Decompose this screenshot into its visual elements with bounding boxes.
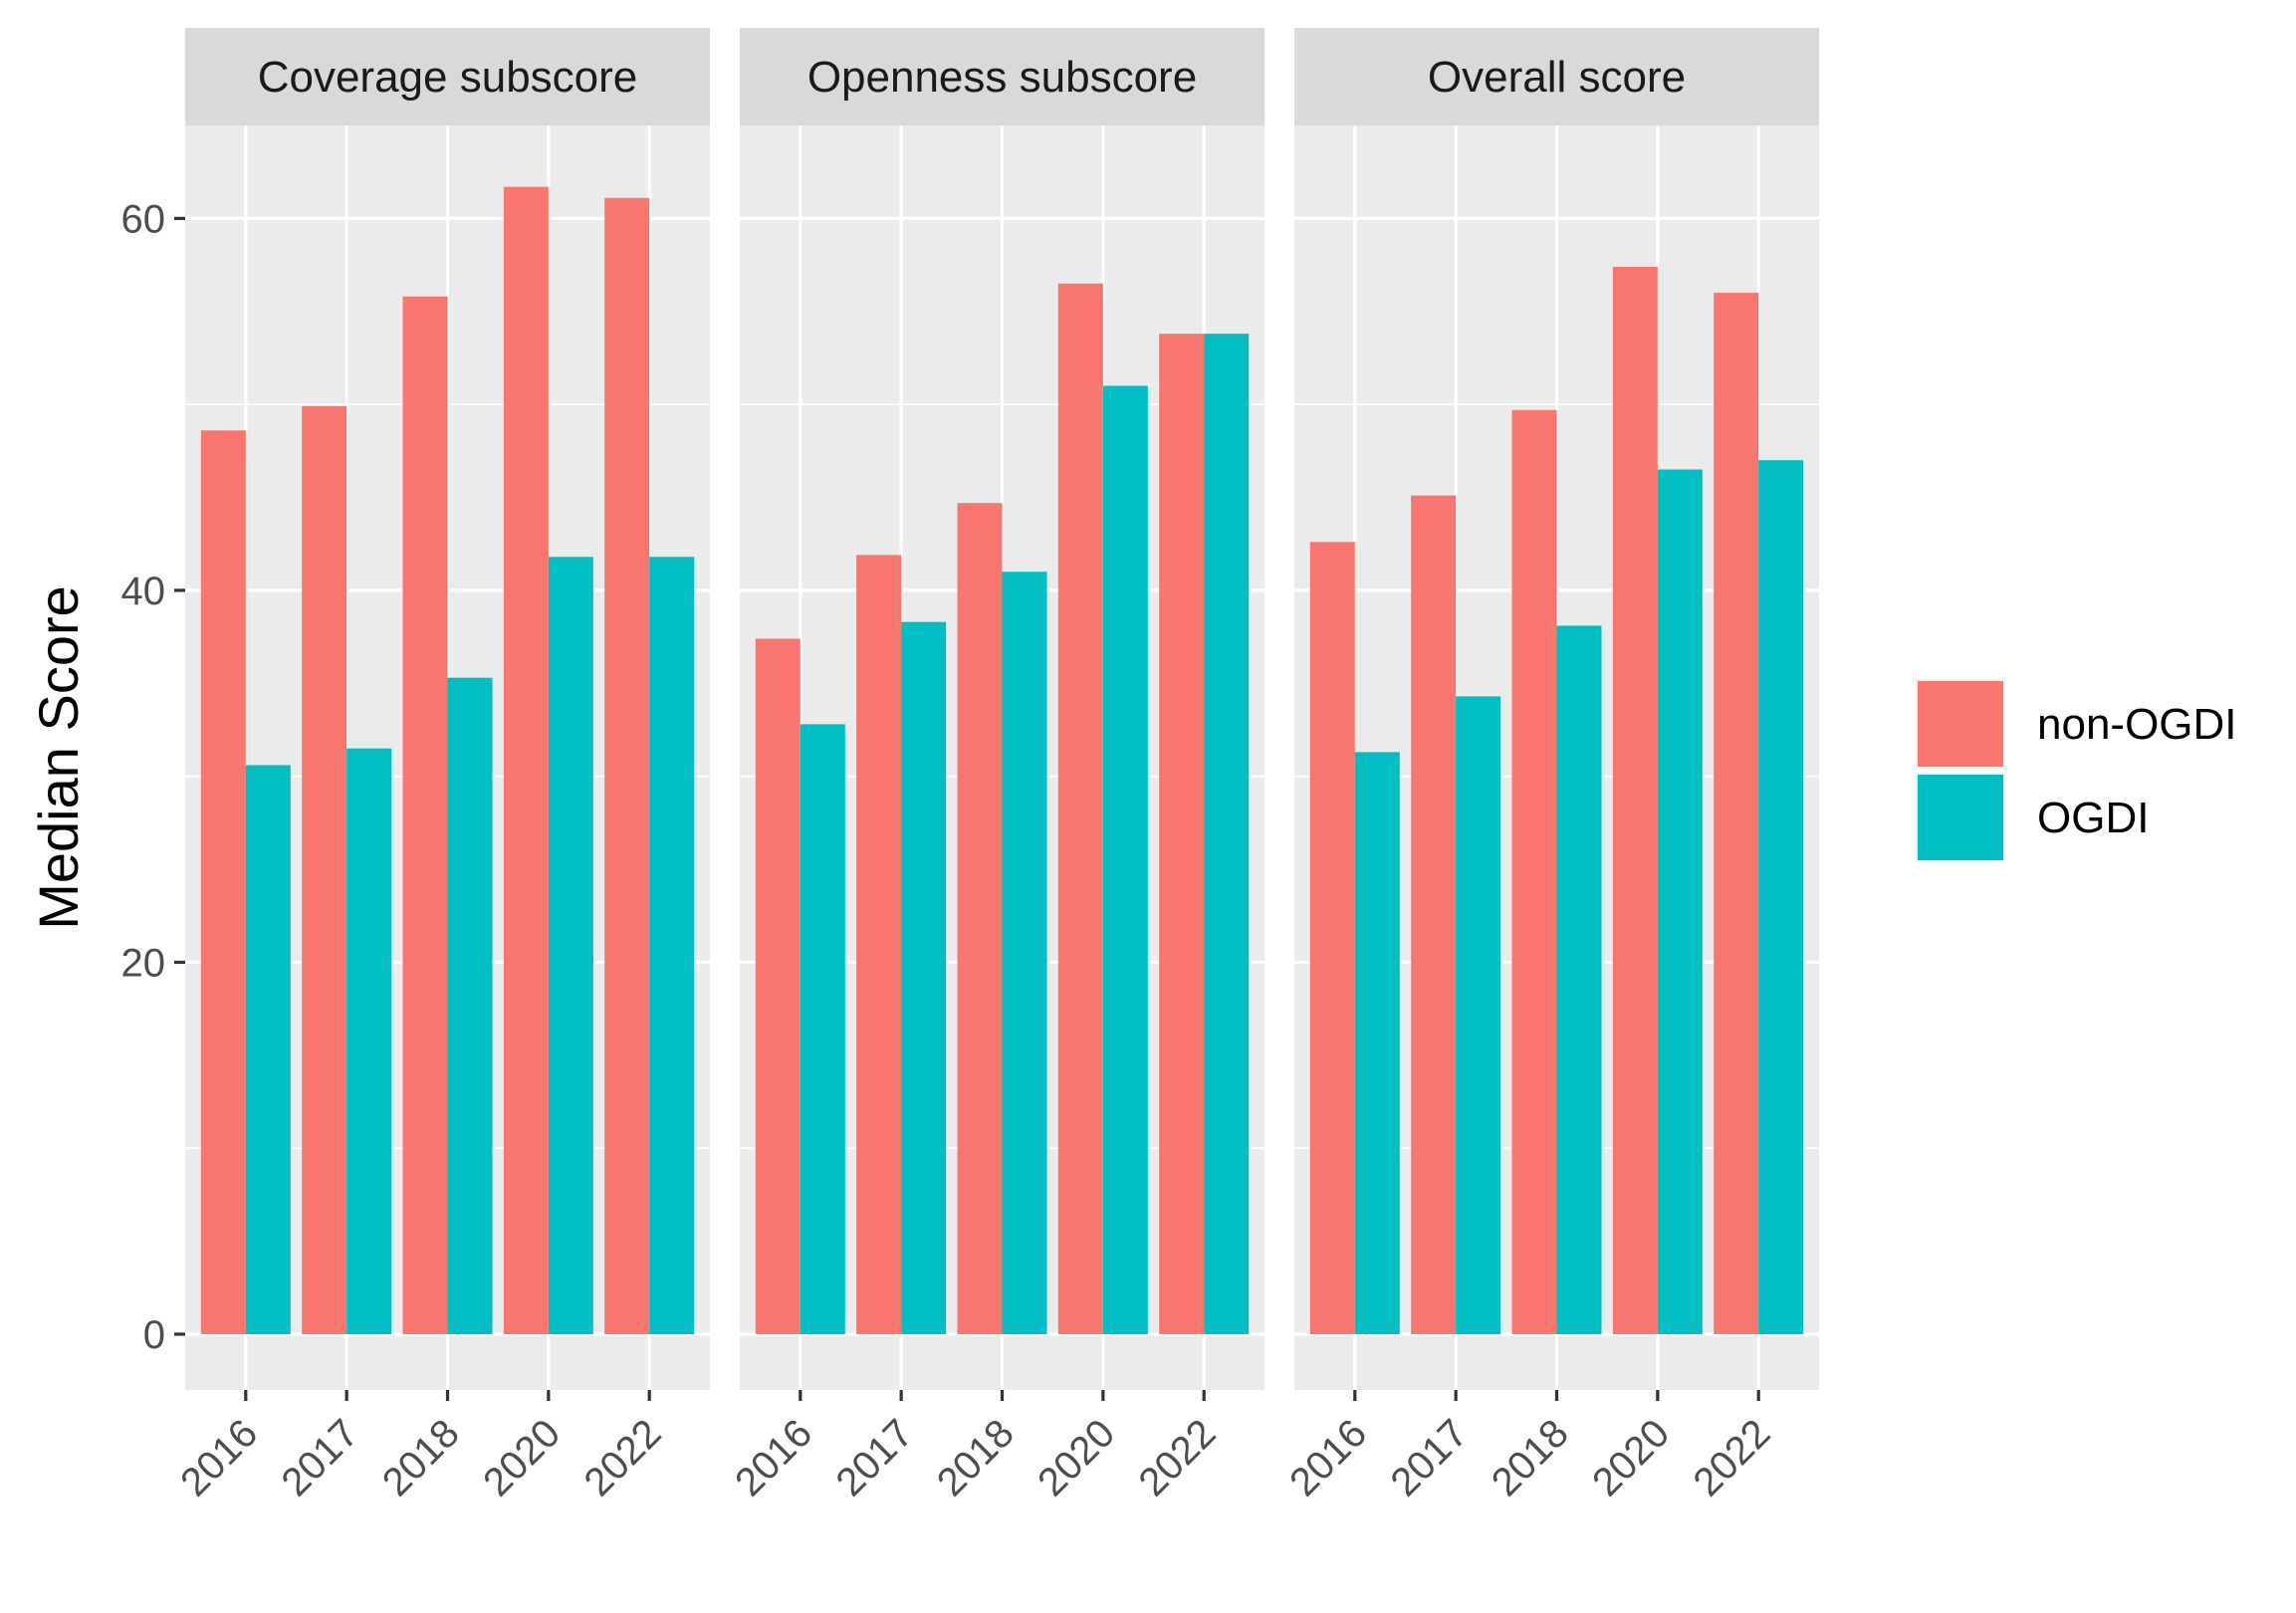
bar-non-ogdi-2017 xyxy=(856,555,902,1334)
facet-strip xyxy=(1294,28,1819,125)
bar-non-ogdi-2018 xyxy=(402,296,448,1334)
bar-ogdi-2022 xyxy=(1758,460,1804,1334)
bar-non-ogdi-2017 xyxy=(1411,495,1457,1334)
x-tick-label: 2018 xyxy=(1484,1411,1577,1504)
y-tick-label: 40 xyxy=(121,570,166,613)
facet-strip xyxy=(185,28,710,125)
bar-non-ogdi-2020 xyxy=(1612,266,1658,1334)
y-tick-label: 20 xyxy=(121,941,166,985)
facet-title: Openness subscore xyxy=(807,53,1197,102)
bar-non-ogdi-2020 xyxy=(503,186,549,1334)
y-tick-label: 0 xyxy=(143,1313,165,1357)
x-tick-label: 2018 xyxy=(929,1411,1023,1504)
bar-ogdi-2017 xyxy=(901,621,947,1334)
facet-title: Coverage subscore xyxy=(258,53,638,102)
bar-ogdi-2017 xyxy=(1456,696,1501,1334)
x-tick-label: 2020 xyxy=(1584,1411,1678,1504)
x-tick-label: 2016 xyxy=(727,1411,820,1504)
bar-non-ogdi-2022 xyxy=(1159,334,1205,1334)
bar-non-ogdi-2016 xyxy=(200,430,246,1334)
panel-overall-score: Overall score 2016 2017 2018 2020 2022 xyxy=(1281,28,1819,1504)
legend-swatch-ogdi xyxy=(1918,775,2003,860)
bar-ogdi-2018 xyxy=(1556,625,1602,1334)
bar-non-ogdi-2016 xyxy=(1309,542,1355,1334)
bar-ogdi-2020 xyxy=(548,557,593,1334)
x-tick-label: 2020 xyxy=(475,1411,569,1504)
bar-ogdi-2020 xyxy=(1657,469,1703,1334)
x-tick-label: 2016 xyxy=(172,1411,266,1504)
x-tick-label: 2022 xyxy=(1686,1411,1779,1504)
bar-ogdi-2022 xyxy=(1204,334,1250,1334)
bar-ogdi-2016 xyxy=(1354,752,1400,1334)
legend-label-non-ogdi: non-OGDI xyxy=(2037,700,2237,749)
bar-ogdi-2020 xyxy=(1102,385,1148,1334)
y-axis: 0 20 40 60 Median Score xyxy=(27,197,185,1357)
bar-ogdi-2016 xyxy=(800,724,845,1334)
bar-non-ogdi-2018 xyxy=(1511,409,1557,1334)
bar-non-ogdi-2022 xyxy=(1714,293,1759,1334)
bar-ogdi-2018 xyxy=(1002,572,1047,1334)
y-tick-label: 60 xyxy=(121,197,166,241)
bar-ogdi-2016 xyxy=(245,765,291,1334)
facet-title: Overall score xyxy=(1428,53,1686,102)
panel-coverage-subscore: Coverage subscore 2016 2017 2018 2020 2022 xyxy=(172,28,710,1504)
bar-non-ogdi-2020 xyxy=(1057,283,1103,1334)
x-tick-label: 2022 xyxy=(1131,1411,1225,1504)
bar-ogdi-2022 xyxy=(649,557,695,1334)
legend-label-ogdi: OGDI xyxy=(2037,794,2149,842)
x-tick-label: 2017 xyxy=(827,1411,921,1504)
legend: non-OGDI OGDI xyxy=(1916,679,2237,862)
bar-ogdi-2017 xyxy=(346,748,392,1334)
y-axis-title: Median Score xyxy=(27,585,90,930)
facet-strip xyxy=(740,28,1264,125)
x-tick-label: 2017 xyxy=(273,1411,366,1504)
x-tick-label: 2018 xyxy=(374,1411,468,1504)
bar-ogdi-2018 xyxy=(447,677,493,1334)
legend-swatch-non-ogdi xyxy=(1918,681,2003,767)
bar-non-ogdi-2016 xyxy=(755,638,801,1334)
x-tick-label: 2022 xyxy=(576,1411,670,1504)
bar-non-ogdi-2018 xyxy=(957,503,1003,1334)
x-tick-label: 2020 xyxy=(1030,1411,1123,1504)
bar-non-ogdi-2017 xyxy=(302,406,347,1334)
bar-non-ogdi-2022 xyxy=(604,197,650,1334)
x-tick-label: 2016 xyxy=(1281,1411,1375,1504)
panel-openness-subscore: Openness subscore 2016 2017 2018 2020 2022 xyxy=(727,28,1264,1504)
x-tick-label: 2017 xyxy=(1382,1411,1476,1504)
